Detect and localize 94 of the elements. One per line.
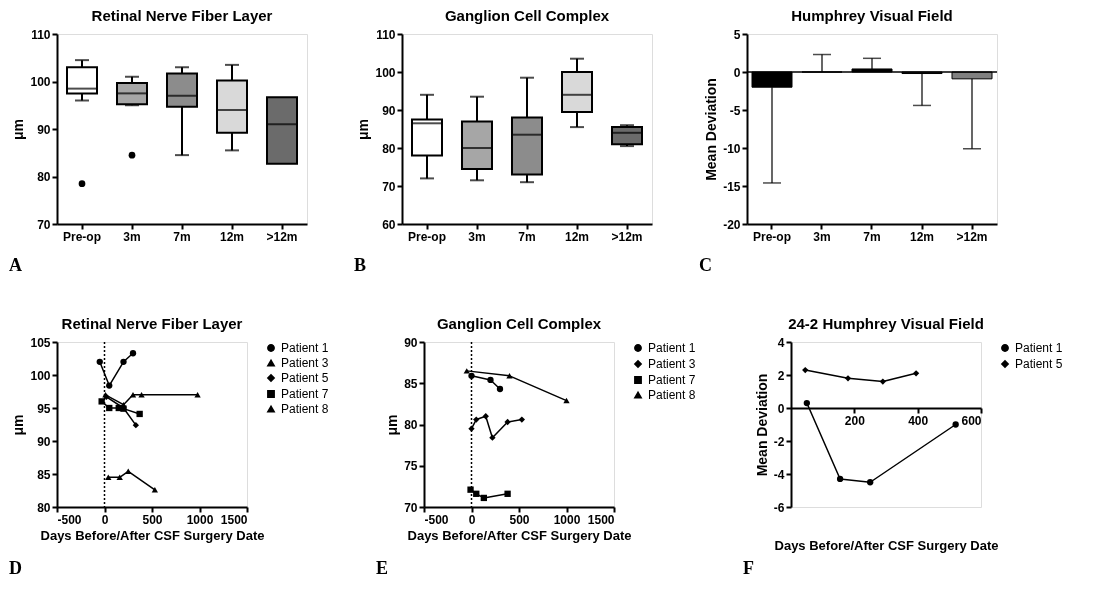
- chart-title: 24-2 Humphrey Visual Field: [788, 315, 984, 332]
- x-tick-label: Pre-op: [407, 229, 447, 244]
- y-tick-label: 90: [404, 335, 418, 350]
- x-tick-label: >12m: [611, 229, 643, 244]
- x-tick-label: 12m: [219, 229, 245, 244]
- y-tick-label: 80: [382, 141, 396, 156]
- x-tick-label: >12m: [956, 229, 988, 244]
- y-axis-title: μm: [384, 414, 401, 436]
- text: F: [743, 558, 754, 578]
- x-tick-label: 1500: [220, 512, 248, 527]
- legend-label: Patient 1: [648, 341, 696, 355]
- y-tick-label: 0: [733, 65, 741, 80]
- y-tick-label: 0: [777, 401, 785, 416]
- y-tick-label: 70: [382, 179, 396, 194]
- y-tick-label: 70: [404, 500, 418, 515]
- y-tick-label: 105: [30, 335, 51, 350]
- legend-label: Patient 3: [648, 357, 696, 371]
- x-tick-label: -500: [57, 512, 82, 527]
- legend-label: Patient 7: [648, 373, 696, 387]
- y-tick-label: -20: [723, 217, 741, 232]
- y-tick-label: 2: [777, 368, 785, 383]
- y-tick-label: 60: [382, 217, 396, 232]
- legend-label: Patient 5: [281, 371, 329, 385]
- y-tick-label: 110: [31, 27, 51, 42]
- x-tick-label: >12m: [266, 229, 298, 244]
- x-tick-label: 500: [142, 512, 163, 527]
- chart-title: Ganglion Cell Complex: [436, 315, 602, 332]
- y-tick-label: 5: [733, 27, 741, 42]
- y-axis-title: μm: [10, 414, 27, 436]
- x-tick-label: 600: [961, 413, 982, 428]
- x-tick-label: 3m: [468, 229, 486, 244]
- text: C: [699, 255, 712, 275]
- y-axis-title: μm: [355, 118, 372, 141]
- y-tick-label: 100: [375, 65, 396, 80]
- y-tick-label: 70: [37, 217, 51, 232]
- y-tick-label: 110: [376, 27, 396, 42]
- x-tick-label: 1000: [186, 512, 214, 527]
- y-tick-label: 75: [404, 459, 418, 474]
- y-tick-label: -15: [723, 179, 741, 194]
- x-axis-title: Days Before/After CSF Surgery Date: [40, 527, 265, 543]
- text: E: [376, 558, 389, 578]
- y-tick-label: -2: [773, 434, 785, 449]
- legend-label: Patient 8: [281, 402, 329, 416]
- y-axis-title: μm: [10, 118, 27, 141]
- y-tick-label: 85: [37, 467, 51, 482]
- legend-label: Patient 7: [281, 387, 329, 401]
- x-axis-title: Days Before/After CSF Surgery Date: [774, 537, 999, 553]
- y-tick-label: 85: [404, 376, 418, 391]
- x-tick-label: 7m: [173, 229, 191, 244]
- x-tick-label: 12m: [564, 229, 590, 244]
- chart-title: Retinal Nerve Fiber Layer: [61, 315, 243, 332]
- y-tick-label: 95: [37, 401, 51, 416]
- x-tick-label: 200: [844, 413, 866, 428]
- x-tick-label: 0: [101, 512, 109, 527]
- legend-label: Patient 5: [1015, 357, 1063, 371]
- y-tick-label: 90: [37, 122, 51, 137]
- x-axis-title: Days Before/After CSF Surgery Date: [407, 527, 632, 543]
- legend-label: Patient 1: [281, 341, 329, 355]
- x-tick-label: 1000: [553, 512, 581, 527]
- y-tick-label: 90: [382, 103, 396, 118]
- y-tick-label: 80: [37, 500, 51, 515]
- y-tick-label: -5: [729, 103, 741, 118]
- chart-title: Retinal Nerve Fiber Layer: [91, 7, 273, 24]
- y-tick-label: 100: [30, 368, 51, 383]
- text: D: [9, 558, 22, 578]
- y-axis-title: Mean Deviation: [703, 78, 720, 181]
- legend-label: Patient 8: [648, 388, 696, 402]
- x-tick-label: 12m: [909, 229, 935, 244]
- y-tick-label: 100: [30, 75, 51, 89]
- y-tick-label: 80: [37, 170, 51, 184]
- x-tick-label: 0: [468, 512, 476, 527]
- text: A: [9, 255, 22, 275]
- y-axis-title: Mean Deviation: [753, 373, 770, 477]
- y-tick-label: -10: [723, 141, 741, 156]
- y-tick-label: -6: [773, 500, 785, 515]
- x-tick-label: 3m: [813, 229, 831, 244]
- y-tick-label: 4: [777, 335, 785, 350]
- x-tick-label: 3m: [123, 229, 141, 244]
- y-tick-label: 80: [404, 418, 418, 432]
- x-tick-label: 500: [509, 512, 530, 527]
- chart-title: Humphrey Visual Field: [791, 7, 953, 24]
- x-tick-label: Pre-op: [752, 229, 792, 244]
- x-tick-label: -500: [424, 512, 449, 527]
- x-tick-label: 7m: [518, 229, 536, 244]
- y-tick-label: 90: [37, 434, 51, 449]
- y-tick-label: -4: [773, 467, 785, 482]
- chart-title: Ganglion Cell Complex: [444, 7, 610, 24]
- x-tick-label: 7m: [863, 229, 881, 244]
- x-tick-label: 1500: [587, 512, 615, 527]
- x-tick-label: 400: [908, 413, 929, 428]
- legend-label: Patient 1: [1015, 341, 1063, 355]
- legend-label: Patient 3: [281, 356, 329, 370]
- text: B: [354, 255, 367, 275]
- x-tick-label: Pre-op: [62, 229, 102, 244]
